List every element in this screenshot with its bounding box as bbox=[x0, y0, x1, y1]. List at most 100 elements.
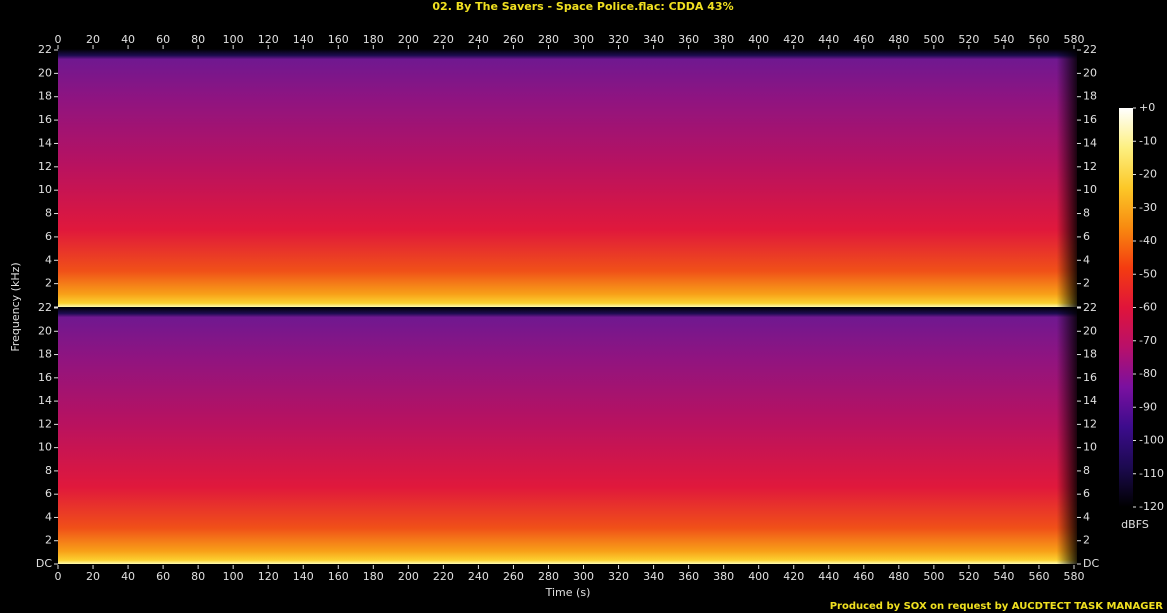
colorbar-tick-label: -60 bbox=[1139, 301, 1157, 314]
y-tick-label: 18 bbox=[1083, 348, 1097, 361]
x-tick-label: 460 bbox=[853, 570, 874, 583]
x-tick-label: 240 bbox=[468, 570, 489, 583]
y-tick-label: 12 bbox=[38, 160, 52, 173]
x-tick-label: 300 bbox=[573, 570, 594, 583]
y-tick-label: 14 bbox=[1083, 394, 1097, 407]
x-tick-label: 120 bbox=[258, 33, 279, 46]
colorbar-label: dBFS bbox=[1121, 518, 1149, 531]
x-tick-label: 20 bbox=[86, 33, 100, 46]
x-tick-label: 220 bbox=[433, 570, 454, 583]
x-tick-label: 60 bbox=[156, 570, 170, 583]
y-tick-label: 6 bbox=[45, 487, 52, 500]
x-tick-label: 280 bbox=[538, 570, 559, 583]
y-tick-label: 8 bbox=[1083, 207, 1090, 220]
x-tick-label: 200 bbox=[398, 33, 419, 46]
x-tick-label: 300 bbox=[573, 33, 594, 46]
colorbar-tick-label: -80 bbox=[1139, 367, 1157, 380]
y-tick-label: 6 bbox=[45, 230, 52, 243]
x-tick-label: 580 bbox=[1064, 570, 1085, 583]
y-tick-label: 4 bbox=[1083, 510, 1090, 523]
x-tick-label: 260 bbox=[503, 570, 524, 583]
x-tick-label: 480 bbox=[888, 33, 909, 46]
y-tick-label: 16 bbox=[38, 113, 52, 126]
y-tick-label: 4 bbox=[45, 253, 52, 266]
y-tick-label: 16 bbox=[1083, 113, 1097, 126]
x-tick-label: 340 bbox=[643, 33, 664, 46]
x-tick-label: 460 bbox=[853, 33, 874, 46]
y-tick-label: 2 bbox=[45, 277, 52, 290]
colorbar bbox=[1119, 108, 1133, 507]
colorbar-tick-label: +0 bbox=[1139, 101, 1155, 114]
y-tick-label: 18 bbox=[38, 348, 52, 361]
y-tick-label: 2 bbox=[45, 534, 52, 547]
x-tick-label: 60 bbox=[156, 33, 170, 46]
x-tick-label: 160 bbox=[328, 33, 349, 46]
y-tick-label: 22 bbox=[38, 301, 52, 314]
x-tick-label: 520 bbox=[958, 570, 979, 583]
colorbar-tick-label: -110 bbox=[1139, 467, 1164, 480]
y-tick-label: 14 bbox=[38, 394, 52, 407]
x-tick-label: 240 bbox=[468, 33, 489, 46]
y-tick-label: 14 bbox=[38, 136, 52, 149]
x-tick-label: 160 bbox=[328, 570, 349, 583]
y-tick-label: 8 bbox=[45, 464, 52, 477]
x-tick-label: 360 bbox=[678, 33, 699, 46]
x-tick-label: 400 bbox=[748, 33, 769, 46]
x-tick-label: 360 bbox=[678, 570, 699, 583]
y-tick-label: 6 bbox=[1083, 487, 1090, 500]
y-tick-label: DC bbox=[36, 557, 52, 570]
y-tick-label: 16 bbox=[1083, 371, 1097, 384]
y-tick-label: 14 bbox=[1083, 136, 1097, 149]
x-tick-label: 540 bbox=[993, 570, 1014, 583]
x-tick-label: 580 bbox=[1064, 33, 1085, 46]
y-tick-label: 8 bbox=[45, 207, 52, 220]
y-tick-label: 2 bbox=[1083, 277, 1090, 290]
colorbar-tick-label: -120 bbox=[1139, 500, 1164, 513]
x-tick-label: 80 bbox=[191, 570, 205, 583]
x-tick-label: 280 bbox=[538, 33, 559, 46]
y-tick-label: 8 bbox=[1083, 464, 1090, 477]
colorbar-tick-label: -50 bbox=[1139, 267, 1157, 280]
x-tick-label: 420 bbox=[783, 570, 804, 583]
colorbar-tick-label: -40 bbox=[1139, 234, 1157, 247]
x-tick-label: 20 bbox=[86, 570, 100, 583]
chart-title: 02. By The Savers - Space Police.flac: C… bbox=[432, 0, 733, 13]
y-tick-label: 20 bbox=[38, 324, 52, 337]
y-tick-label: 10 bbox=[1083, 441, 1097, 454]
x-tick-label: 400 bbox=[748, 570, 769, 583]
x-tick-label: 440 bbox=[818, 570, 839, 583]
x-tick-label: 320 bbox=[608, 570, 629, 583]
y-tick-label: 22 bbox=[38, 43, 52, 56]
x-tick-label: 560 bbox=[1028, 570, 1049, 583]
y-tick-label: 20 bbox=[1083, 66, 1097, 79]
x-axis-label: Time (s) bbox=[545, 586, 591, 599]
x-tick-label: 340 bbox=[643, 570, 664, 583]
x-tick-label: 480 bbox=[888, 570, 909, 583]
y-tick-label: 22 bbox=[1083, 43, 1097, 56]
footer: Produced by SOX on request by AUCDTECT T… bbox=[830, 601, 1164, 612]
x-tick-label: 200 bbox=[398, 570, 419, 583]
x-tick-label: 560 bbox=[1028, 33, 1049, 46]
colorbar-tick-label: -10 bbox=[1139, 134, 1157, 147]
y-tick-label: 4 bbox=[1083, 253, 1090, 266]
colorbar-tick-label: -90 bbox=[1139, 400, 1157, 413]
y-tick-label: 18 bbox=[1083, 90, 1097, 103]
y-tick-label: 20 bbox=[1083, 324, 1097, 337]
x-tick-label: 180 bbox=[363, 33, 384, 46]
y-axis-label: Frequency (kHz) bbox=[9, 262, 22, 351]
x-tick-label: 500 bbox=[923, 570, 944, 583]
x-tick-label: 500 bbox=[923, 33, 944, 46]
x-tick-label: 320 bbox=[608, 33, 629, 46]
spectrogram-fade bbox=[58, 49, 1077, 307]
y-tick-label: 16 bbox=[38, 371, 52, 384]
colorbar-tick-label: -100 bbox=[1139, 434, 1164, 447]
x-tick-label: 380 bbox=[713, 570, 734, 583]
spectrogram-fade bbox=[58, 307, 1077, 564]
y-tick-label: 2 bbox=[1083, 534, 1090, 547]
x-tick-label: 0 bbox=[55, 570, 62, 583]
x-tick-label: 140 bbox=[293, 33, 314, 46]
x-tick-label: 100 bbox=[223, 33, 244, 46]
y-tick-label: 12 bbox=[38, 417, 52, 430]
y-tick-label: 6 bbox=[1083, 230, 1090, 243]
